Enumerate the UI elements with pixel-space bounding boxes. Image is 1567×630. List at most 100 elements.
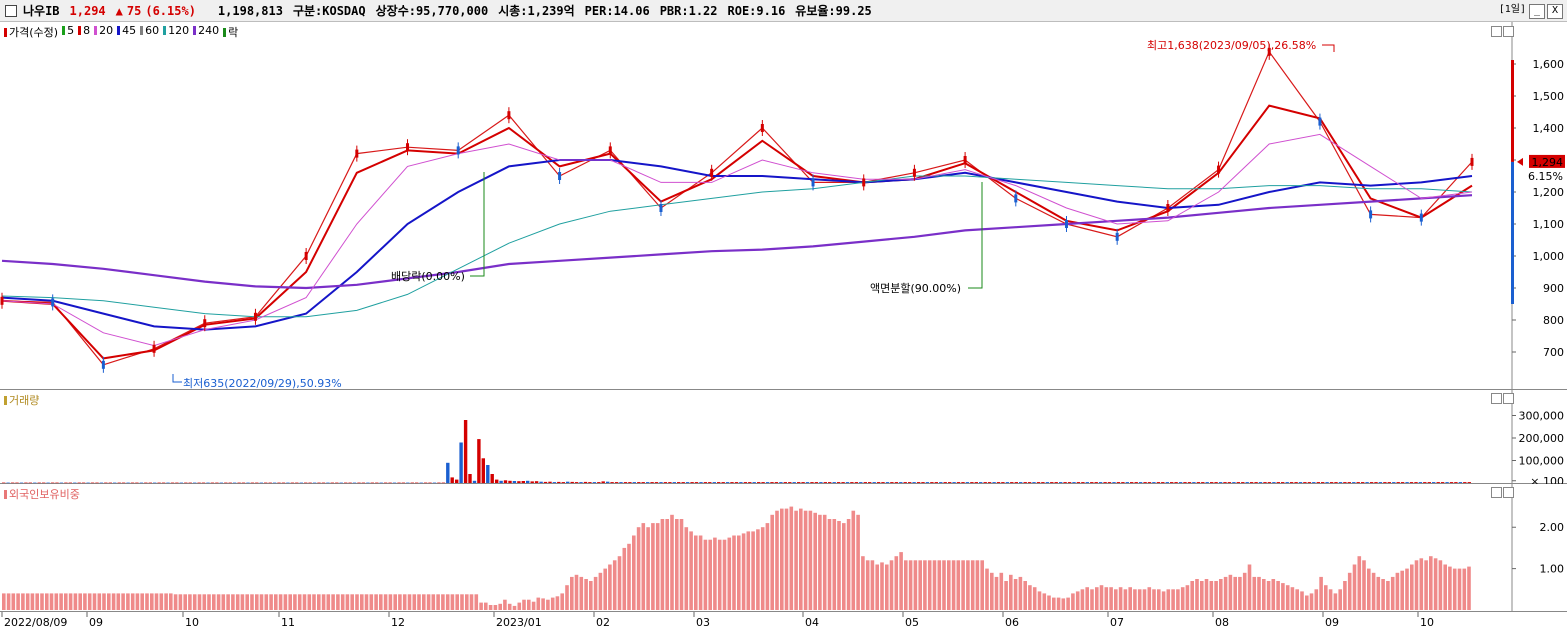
close-button[interactable]: X [1547, 4, 1563, 19]
foreign-bar [1381, 579, 1385, 610]
foreign-bar [665, 519, 669, 610]
volume-bar [2, 482, 6, 484]
volume-bar [606, 481, 610, 483]
foreign-bar [937, 560, 942, 610]
volume-bar [237, 482, 241, 484]
foreign-bar [1180, 587, 1185, 610]
volume-bar [623, 482, 628, 483]
volume-bar [299, 482, 303, 484]
volume-bar [699, 482, 703, 483]
foreign-bar [574, 574, 579, 610]
volume-bar [250, 482, 255, 484]
foreign-bar [1176, 589, 1180, 610]
volume-bar [259, 482, 263, 484]
volume-bar [863, 482, 867, 483]
foreign-bar [627, 543, 631, 610]
foreign-chart[interactable]: 2.00 1.00 [0, 484, 1567, 612]
volume-bar [588, 482, 592, 483]
foreign-bar [861, 556, 865, 610]
volume-bar [179, 482, 183, 484]
volume-bar [1334, 482, 1338, 483]
volume-bar [450, 477, 454, 483]
volume-bar [1059, 482, 1063, 483]
foreign-bar [985, 568, 989, 610]
low-annotation-arrow [172, 374, 182, 383]
foreign-bar [880, 562, 884, 610]
split-annotation-line [968, 182, 983, 289]
volume-bar [144, 482, 148, 484]
volume-bar [1165, 482, 1169, 483]
volume-bar [81, 482, 86, 484]
volume-bar [1383, 482, 1387, 483]
volume-bar [805, 482, 810, 483]
volume-bar [486, 465, 490, 483]
select-checkbox[interactable] [5, 4, 17, 17]
volume-bar [264, 482, 268, 484]
volume-bar [708, 482, 712, 483]
x-tick-label: 10 [185, 616, 199, 629]
price-chart[interactable]: 1,6001,5001,4001,3001,2001,1001,00090080… [0, 22, 1567, 390]
volume-bar [352, 482, 357, 484]
price-candle [558, 172, 562, 180]
x-tick-label: 11 [281, 616, 295, 629]
volume-bar [1352, 482, 1356, 483]
foreign-bar [570, 576, 574, 610]
series-line-5 [1, 133, 1473, 347]
minimize-button[interactable]: _ [1529, 4, 1545, 19]
foreign-panel: 외국인보유비중 2.00 1.00 [0, 484, 1567, 612]
volume-bar [1423, 482, 1427, 483]
volume-y-tick-label: 200,000 [1519, 432, 1565, 445]
volume-bar [974, 482, 978, 483]
price-change-pct: (6.15%) [145, 3, 196, 18]
volume-bar [508, 480, 512, 484]
volume-bar [592, 482, 597, 483]
volume-bar [579, 482, 583, 483]
volume-bar [193, 482, 197, 484]
foreign-bar [760, 527, 765, 610]
volume-bar [730, 482, 734, 483]
foreign-panel-min-button[interactable] [1491, 487, 1502, 498]
volume-bar [814, 482, 819, 483]
volume-bar [921, 482, 925, 483]
volume-bar [543, 481, 548, 483]
price-panel-min-button[interactable] [1491, 26, 1502, 37]
foreign-bar [49, 593, 54, 610]
foreign-bar [1042, 593, 1047, 610]
price-y-tick-label: 900 [1543, 282, 1564, 295]
foreign-bar [541, 598, 545, 610]
price-candle [203, 319, 207, 328]
price-panel: 가격(수정) 5 8 20 45 60 120 240 락 1,600 1,500… [0, 22, 1567, 390]
foreign-bar [1190, 581, 1194, 610]
volume-chart[interactable]: 300,000 200,000 100,000 × 100 [0, 390, 1567, 484]
foreign-bar [1300, 591, 1304, 610]
foreign-bar [426, 594, 431, 610]
price-tag-pct: 6.15% [1528, 170, 1563, 183]
foreign-bar [961, 560, 965, 610]
volume-bar [774, 482, 779, 483]
volume-bar [219, 482, 223, 484]
price-tag-arrow-icon [1517, 157, 1523, 166]
foreign-bar [197, 594, 202, 610]
volume-panel-close-button[interactable] [1503, 393, 1514, 404]
volume-bar [348, 482, 352, 484]
price-panel-close-button[interactable] [1503, 26, 1514, 37]
foreign-bar [727, 537, 732, 610]
foreign-bar [73, 593, 78, 610]
volume-bar [1196, 482, 1201, 483]
volume-bar [646, 482, 650, 483]
volume-panel-min-button[interactable] [1491, 393, 1502, 404]
volume-bar [86, 482, 90, 484]
volume-bar [561, 482, 565, 483]
foreign-panel-close-button[interactable] [1503, 487, 1514, 498]
volume-bar [33, 482, 37, 484]
price-candle [507, 111, 511, 120]
foreign-bar [756, 529, 760, 610]
price-y-tick-label: 1,200 [1533, 186, 1565, 199]
foreign-bar [1109, 587, 1113, 610]
price-candle [963, 156, 967, 164]
volume-bar [1214, 482, 1218, 483]
foreign-bar [173, 594, 178, 610]
period-button[interactable]: [1일] [1498, 4, 1526, 15]
high-annotation: 최고1,638(2023/09/05),26.58% [1147, 39, 1316, 52]
foreign-bar [92, 593, 97, 610]
